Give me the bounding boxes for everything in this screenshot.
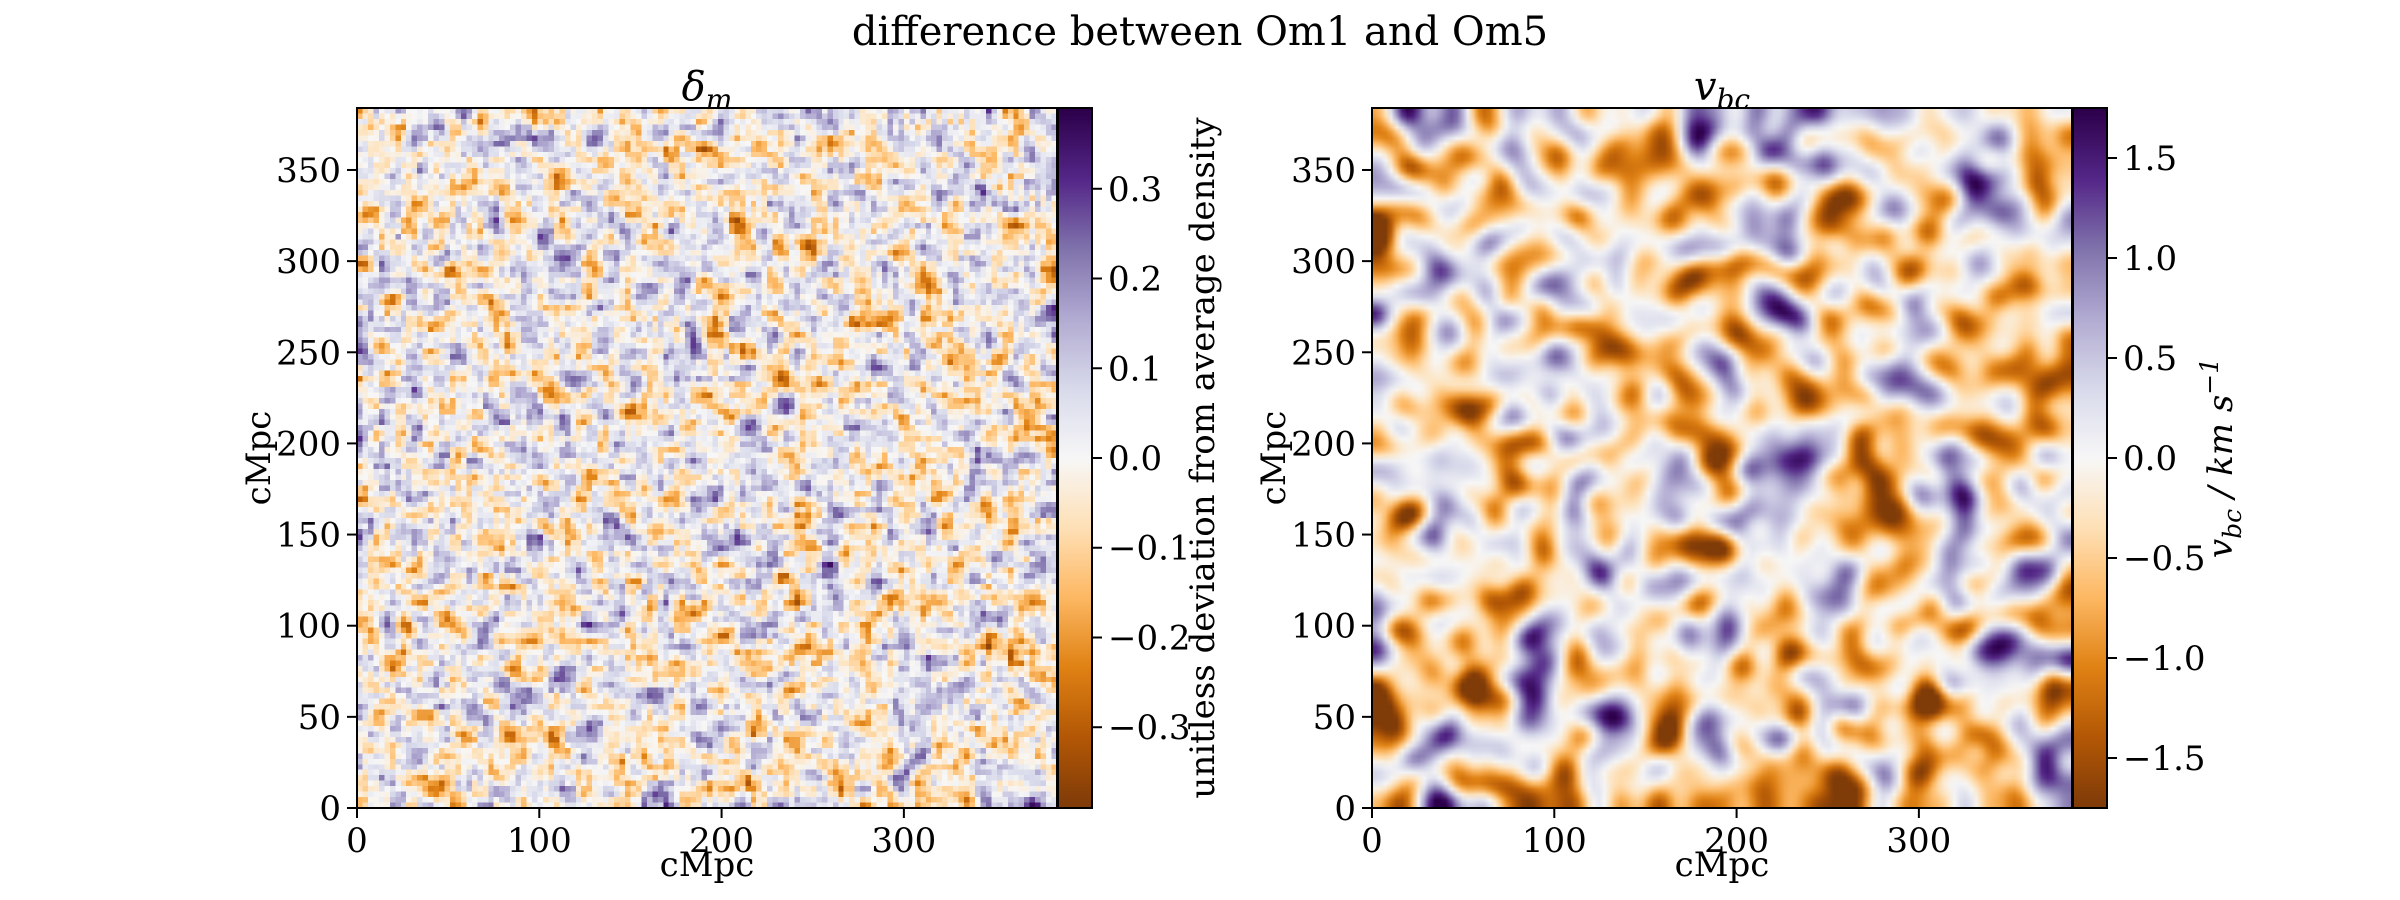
x-axis-label-v-bc: cMpc — [1675, 845, 1770, 885]
y-tick-label: 250 — [1291, 333, 1356, 373]
colorbar-tick-label: −1.5 — [2123, 739, 2206, 779]
heatmap-image-v-bc — [1372, 108, 2072, 808]
figure-suptitle: difference between Om1 and Om5 — [852, 9, 1548, 55]
y-tick-label: 150 — [276, 516, 341, 556]
colorbar-gradient-v-bc — [2073, 108, 2107, 808]
heatmap-delta-m — [356, 107, 1058, 809]
colorbar-tick-label: 1.5 — [2123, 139, 2177, 179]
x-tick-label: 0 — [346, 821, 368, 861]
colorbar-tick-label: 1.0 — [2123, 239, 2177, 279]
colorbar-label-v-bc: vbc / km s−1 — [2195, 358, 2247, 558]
colorbar-tick-label: 0.0 — [2123, 439, 2177, 479]
heatmap-v-bc — [1371, 107, 2073, 809]
y-tick-label: 300 — [276, 242, 341, 282]
colorbar-tick-label: −0.2 — [1108, 618, 1191, 658]
colorbar-gradient-delta-m — [1058, 108, 1092, 808]
colorbar-tick-label: −0.5 — [2123, 539, 2206, 579]
x-tick-label: 0 — [1361, 821, 1383, 861]
colorbar-tick-label: −0.1 — [1108, 529, 1191, 569]
x-ticks-delta-m: 0 100 200 300 — [346, 808, 936, 861]
colorbar-ticks-v-bc: −1.5 −1.0 −0.5 0.0 0.5 1.0 1.5 — [2107, 139, 2206, 779]
x-ticks-v-bc: 0 100 200 300 — [1361, 808, 1951, 861]
x-tick-label: 100 — [507, 821, 572, 861]
colorbar-tick-label: 0.1 — [1108, 349, 1162, 389]
y-ticks-v-bc: 0 50 100 150 200 250 300 350 — [1291, 151, 1372, 829]
colorbar-v-bc: −1.5 −1.0 −0.5 0.0 0.5 1.0 1.5 vbc / km s−1 — [2072, 107, 2247, 809]
panel-delta-m: δm 0 100 200 300 0 50 100 150 200 250 300 350 cMpc… — [239, 64, 1223, 885]
colorbar-tick-label: 0.5 — [2123, 339, 2177, 379]
colorbar-ticks-delta-m: −0.3 −0.2 −0.1 0.0 0.1 0.2 0.3 — [1092, 170, 1191, 748]
y-axis-label-v-bc: cMpc — [1254, 411, 1294, 506]
y-tick-label: 50 — [298, 698, 341, 738]
x-tick-label: 300 — [1886, 821, 1951, 861]
y-tick-label: 350 — [276, 151, 341, 191]
colorbar-delta-m: −0.3 −0.2 −0.1 0.0 0.1 0.2 0.3 unitless deviat… — [1057, 107, 1223, 809]
colorbar-label-delta-m: unitless deviation from average density — [1183, 117, 1223, 799]
y-ticks-delta-m: 0 50 100 150 200 250 300 350 — [276, 151, 357, 829]
y-tick-label: 100 — [1291, 607, 1356, 647]
colorbar-tick-label: 0.3 — [1108, 170, 1162, 210]
x-tick-label: 200 — [1704, 821, 1769, 861]
colorbar-tick-label: 0.2 — [1108, 260, 1162, 300]
y-tick-label: 200 — [1291, 424, 1356, 464]
colorbar-tick-label: −0.3 — [1108, 708, 1191, 748]
y-tick-label: 0 — [1334, 789, 1356, 829]
y-tick-label: 50 — [1313, 698, 1356, 738]
y-tick-label: 250 — [276, 333, 341, 373]
x-tick-label: 100 — [1522, 821, 1587, 861]
y-tick-label: 350 — [1291, 151, 1356, 191]
y-tick-label: 300 — [1291, 242, 1356, 282]
y-tick-label: 150 — [1291, 516, 1356, 556]
x-tick-label: 300 — [871, 821, 936, 861]
y-tick-label: 0 — [319, 789, 341, 829]
panel-title-delta-m: δm — [682, 64, 733, 116]
y-tick-label: 200 — [276, 424, 341, 464]
x-tick-label: 200 — [689, 821, 754, 861]
x-axis-label-delta-m: cMpc — [660, 845, 755, 885]
y-axis-label-delta-m: cMpc — [239, 411, 279, 506]
colorbar-tick-label: −1.0 — [2123, 639, 2206, 679]
colorbar-tick-label: 0.0 — [1108, 439, 1162, 479]
y-tick-label: 100 — [276, 607, 341, 647]
heatmap-image-delta-m — [357, 108, 1057, 808]
